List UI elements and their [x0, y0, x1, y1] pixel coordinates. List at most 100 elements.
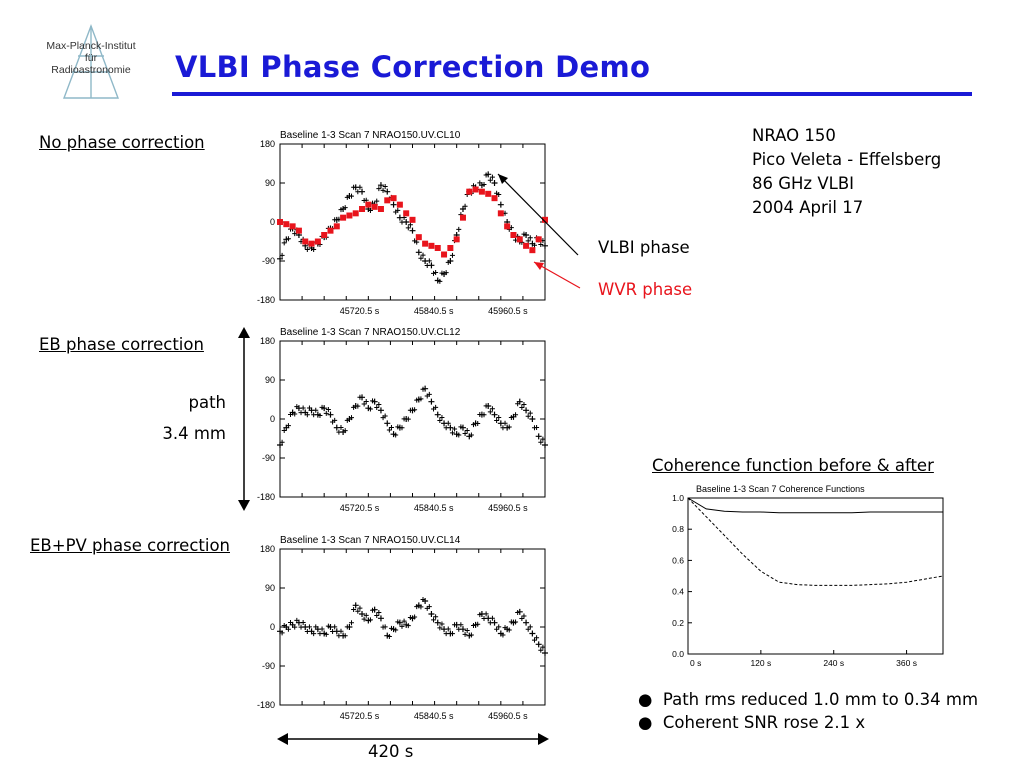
y-tick-label: -90: [262, 453, 275, 463]
data-point: [458, 622, 464, 628]
data-point: [300, 405, 306, 411]
data-point: [431, 617, 437, 623]
page-title: VLBI Phase Correction Demo: [175, 50, 651, 84]
data-point: [462, 203, 468, 209]
data-point: [459, 626, 466, 633]
label-no-correction: No phase correction: [39, 133, 205, 152]
data-point: [459, 206, 466, 212]
data-point: [393, 432, 399, 438]
data-point: [481, 412, 487, 418]
data-point: [359, 188, 366, 195]
path-range-arrow: [238, 327, 250, 511]
data-point: [355, 403, 361, 409]
data-point: [433, 269, 439, 275]
data-point: [481, 182, 487, 188]
data-point: [513, 412, 519, 418]
data-point: [403, 219, 410, 225]
data-point: [491, 195, 498, 202]
data-point: [428, 262, 435, 269]
label-ebpv-correction: EB+PV phase correction: [30, 536, 230, 555]
data-point: [292, 624, 298, 630]
data-point: [285, 423, 291, 429]
data-point: [412, 407, 418, 413]
data-point: [352, 210, 359, 217]
data-point: [441, 251, 448, 258]
data-point: [415, 249, 422, 256]
data-point: [439, 621, 445, 627]
chart-title-2: Baseline 1-3 Scan 7 NRAO150.UV.CL14: [280, 535, 461, 546]
y-tick-label: 0.0: [672, 649, 684, 659]
chart-title-0: Baseline 1-3 Scan 7 NRAO150.UV.CL10: [280, 130, 461, 141]
institute-logo: Max-Planck-Institut für Radioastronomie: [32, 22, 150, 102]
chart-title-3: Baseline 1-3 Scan 7 Coherence Functions: [696, 484, 865, 494]
data-point: [472, 186, 479, 193]
data-point: [452, 426, 458, 432]
data-point: [468, 632, 474, 638]
data-point: [361, 616, 367, 622]
data-point: [405, 623, 411, 629]
x-tick-label: 45840.5 s: [414, 306, 454, 316]
data-point: [510, 232, 517, 238]
data-point: [464, 427, 470, 433]
y-tick-label: 0: [270, 217, 275, 227]
data-point: [386, 634, 392, 639]
data-point: [333, 223, 340, 230]
logo-line-3: Radioastronomie: [51, 64, 131, 76]
data-point: [506, 627, 512, 633]
data-point: [437, 278, 443, 284]
data-point: [352, 602, 359, 609]
data-point: [529, 247, 536, 254]
data-point: [506, 424, 512, 430]
plot-coherence: Baseline 1-3 Scan 7 Coherence Functions 1…: [658, 480, 950, 676]
data-point: [428, 242, 435, 249]
data-point: [295, 227, 302, 234]
data-point: [405, 416, 411, 422]
data-point: [279, 630, 285, 636]
data-point: [523, 407, 530, 414]
x-tick-label: 45840.5 s: [414, 503, 454, 513]
data-point: [485, 190, 492, 197]
data-point: [478, 188, 485, 195]
bullet-icon: ●: [638, 690, 663, 709]
data-point: [502, 420, 508, 426]
series-vlbi-phase: [277, 596, 548, 656]
x-tick-label: 45720.5 s: [340, 306, 380, 316]
data-point: [494, 418, 500, 424]
data-point: [371, 398, 378, 405]
data-point: [349, 415, 355, 421]
data-point: [365, 201, 372, 208]
data-point: [384, 420, 391, 427]
data-point: [323, 410, 329, 416]
data-point: [534, 635, 540, 641]
data-point: [453, 236, 460, 243]
data-point: [377, 206, 384, 212]
x-tick-label: 45960.5 s: [488, 503, 528, 513]
x-tick-label: 120 s: [750, 658, 771, 668]
data-point: [447, 245, 454, 251]
data-point: [367, 406, 373, 412]
data-point: [437, 418, 443, 424]
x-tick-label: 45720.5 s: [340, 711, 380, 721]
data-point: [516, 608, 523, 615]
data-point: [302, 238, 309, 245]
label-path: path: [188, 393, 226, 412]
data-point: [277, 442, 283, 448]
data-point: [418, 396, 424, 402]
data-point: [396, 201, 403, 208]
data-point: [449, 631, 455, 637]
data-point: [456, 226, 462, 232]
info-source: NRAO 150: [752, 126, 836, 145]
data-point: [538, 439, 544, 445]
data-point: [380, 187, 386, 193]
data-point: [437, 625, 443, 631]
data-point: [376, 401, 382, 407]
data-point: [403, 210, 410, 217]
data-point: [542, 650, 548, 656]
data-point: [496, 624, 502, 630]
data-point: [464, 628, 470, 633]
data-point: [462, 431, 468, 437]
data-point: [359, 611, 366, 617]
data-point: [367, 208, 373, 214]
data-point: [357, 184, 363, 190]
data-point: [426, 258, 432, 264]
